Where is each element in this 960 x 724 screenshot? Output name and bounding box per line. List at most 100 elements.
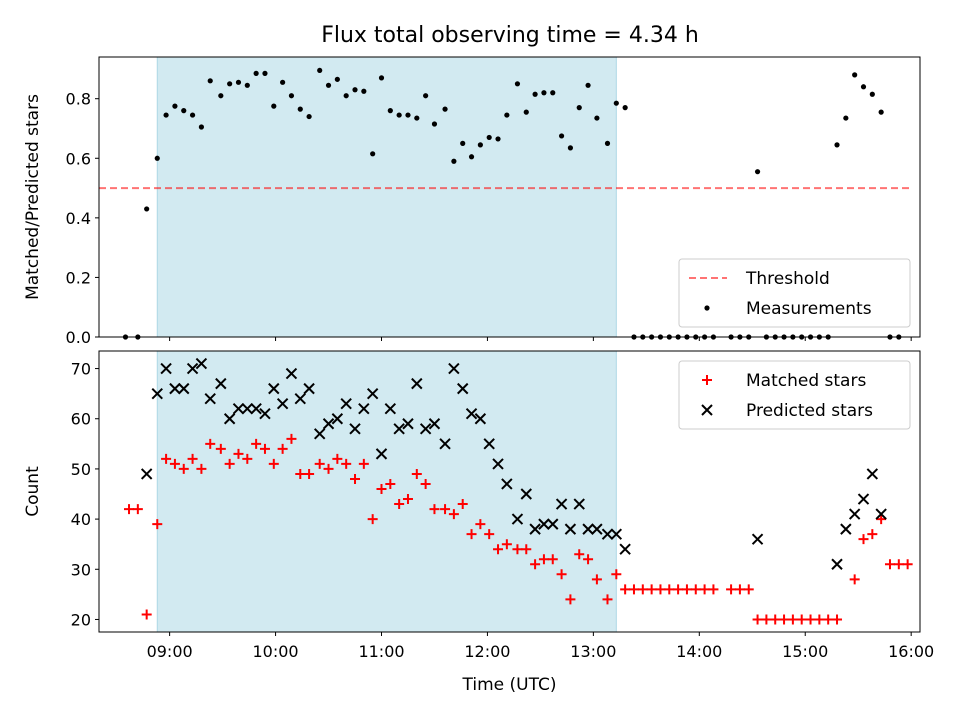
measurement-point bbox=[306, 113, 312, 120]
predicted-point bbox=[555, 498, 568, 510]
matched-point bbox=[141, 609, 152, 620]
predicted-point bbox=[250, 402, 262, 415]
matched-point bbox=[132, 504, 143, 515]
predicted-point bbox=[366, 387, 379, 400]
matched-point bbox=[286, 433, 297, 444]
matched-point bbox=[448, 509, 459, 520]
measurement-point bbox=[532, 91, 538, 97]
predicted-point bbox=[564, 523, 577, 535]
matched-point bbox=[521, 544, 532, 555]
predicted-point bbox=[610, 528, 623, 540]
bottom-xtick-label: 15:00 bbox=[782, 642, 828, 661]
matched-point bbox=[902, 559, 913, 570]
predicted-point bbox=[411, 377, 423, 390]
legend-box bbox=[678, 360, 911, 430]
predicted-point bbox=[160, 362, 172, 375]
predicted-point bbox=[195, 357, 208, 370]
matched-point bbox=[501, 539, 512, 550]
measurement-point bbox=[271, 103, 277, 109]
predicted-point bbox=[322, 418, 335, 430]
predicted-point bbox=[875, 508, 887, 520]
predicted-point bbox=[169, 382, 181, 395]
measurement-point bbox=[431, 121, 438, 127]
measurement-point bbox=[378, 75, 385, 81]
predicted-point bbox=[232, 402, 245, 415]
matched-point bbox=[565, 594, 576, 605]
matched-point bbox=[538, 554, 549, 565]
matched-point bbox=[574, 549, 585, 560]
predicted-point bbox=[465, 408, 478, 420]
measurement-point bbox=[622, 105, 628, 111]
matched-point bbox=[787, 614, 798, 625]
predicted-point bbox=[601, 528, 614, 540]
measurement-point bbox=[207, 78, 213, 84]
predicted-point bbox=[419, 423, 432, 435]
measurement-point bbox=[317, 67, 323, 74]
matched-point bbox=[484, 529, 495, 540]
top-ytick-label: 0.6 bbox=[66, 149, 91, 168]
measurement-point bbox=[189, 112, 196, 118]
legend-predicted-swatch bbox=[701, 404, 713, 416]
matched-point bbox=[242, 453, 253, 464]
measurement-point bbox=[361, 88, 367, 94]
legend-label: Threshold bbox=[745, 269, 830, 289]
predicted-point bbox=[840, 523, 852, 535]
matched-point bbox=[277, 443, 288, 454]
predicted-point bbox=[349, 423, 361, 435]
predicted-point bbox=[492, 458, 504, 470]
measurement-point bbox=[486, 134, 492, 141]
matched-point bbox=[761, 614, 772, 625]
matched-point bbox=[734, 584, 745, 595]
matched-point bbox=[823, 614, 834, 625]
predicted-point bbox=[439, 438, 451, 450]
measurement-point bbox=[504, 112, 510, 118]
matched-point bbox=[124, 504, 135, 515]
matched-point bbox=[849, 574, 860, 585]
bottom-ytick-label: 30 bbox=[71, 560, 91, 579]
predicted-point bbox=[866, 468, 879, 480]
predicted-point bbox=[393, 423, 405, 435]
predicted-point bbox=[186, 362, 199, 375]
predicted-point bbox=[474, 413, 487, 425]
bottom-ytick-label: 60 bbox=[71, 410, 91, 429]
matched-point bbox=[637, 584, 648, 595]
measurement-point bbox=[414, 115, 420, 121]
measurement-point bbox=[253, 70, 259, 76]
predicted-point bbox=[457, 382, 469, 395]
bottom-panel: 20 30 40 50 60 70 09:00 10:00 11:00 12:00 13:00 14:… bbox=[23, 350, 934, 695]
matched-point bbox=[420, 478, 431, 489]
measurement-point bbox=[834, 142, 840, 148]
matched-point bbox=[332, 453, 343, 464]
matched-point bbox=[205, 438, 216, 449]
predicted-point bbox=[751, 533, 764, 545]
matched-point bbox=[341, 458, 352, 469]
matched-point bbox=[314, 458, 325, 469]
matched-point bbox=[858, 534, 869, 545]
measurement-point bbox=[334, 76, 340, 82]
measurement-point bbox=[181, 108, 187, 114]
measurement-point bbox=[154, 155, 160, 161]
matched-point bbox=[832, 614, 843, 625]
top-ytick-label: 0.0 bbox=[66, 328, 91, 347]
matched-point bbox=[493, 544, 504, 555]
top-panel: 0.0 0.2 0.4 0.6 0.8 Matched/Predicted stars Th… bbox=[23, 56, 921, 347]
measurement-point bbox=[604, 140, 611, 146]
matched-point bbox=[178, 463, 189, 474]
predicted-point bbox=[276, 397, 289, 410]
measurement-point bbox=[523, 109, 529, 115]
predicted-point bbox=[340, 397, 352, 410]
measurement-point bbox=[550, 90, 556, 96]
legend-matched-swatch bbox=[702, 375, 712, 385]
matched-point bbox=[876, 514, 887, 525]
measurement-point bbox=[423, 93, 429, 99]
measurement-point bbox=[541, 90, 547, 96]
matched-point bbox=[402, 494, 413, 505]
predicted-point bbox=[358, 402, 370, 415]
bottom-xtick-label: 14:00 bbox=[676, 642, 722, 661]
measurement-point bbox=[218, 93, 224, 99]
measurement-point bbox=[352, 87, 358, 93]
matched-point bbox=[224, 458, 235, 469]
predicted-point bbox=[268, 382, 280, 395]
matched-point bbox=[681, 584, 692, 595]
